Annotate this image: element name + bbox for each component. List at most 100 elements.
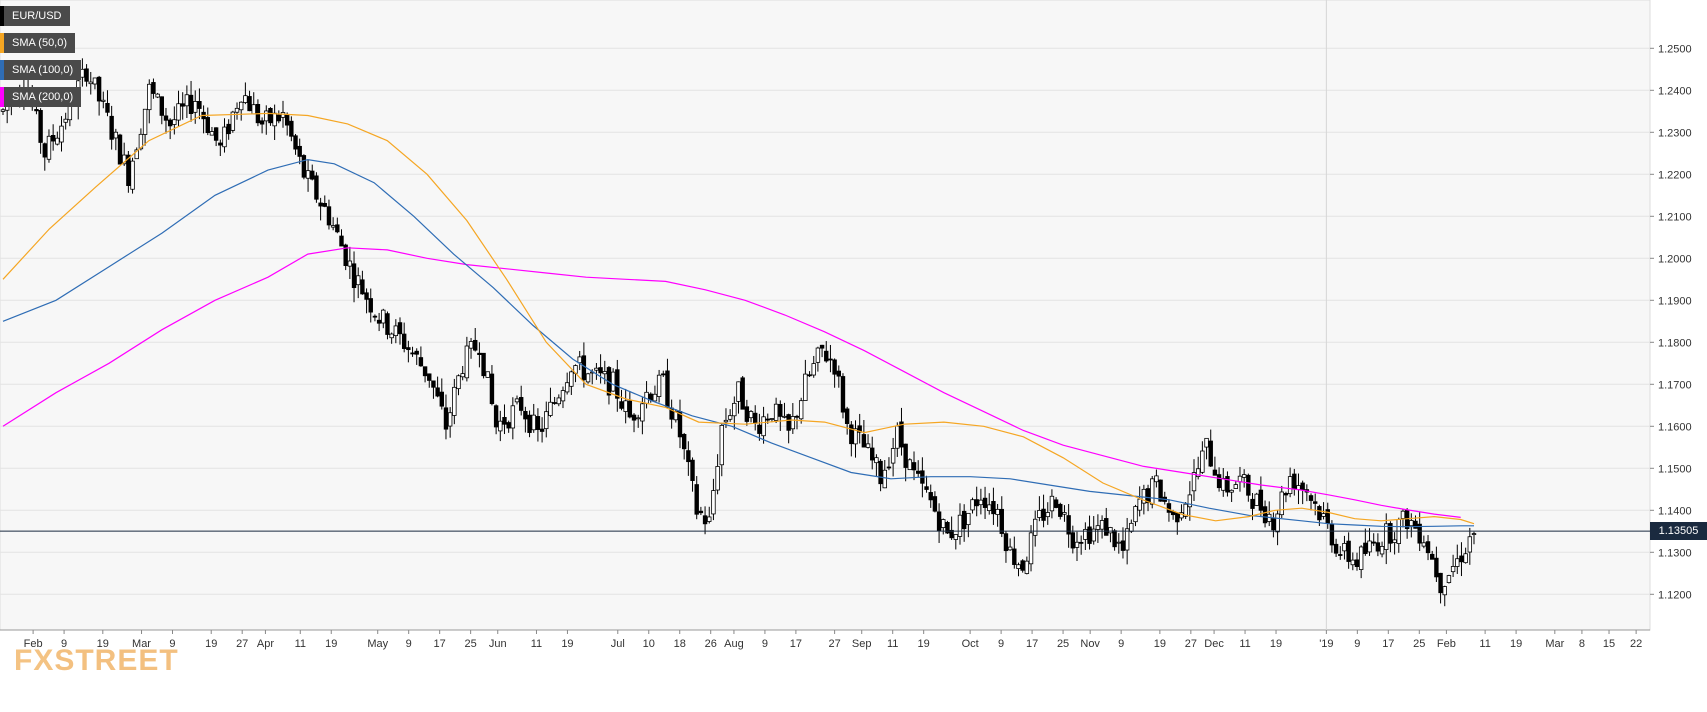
candle-up [769, 418, 775, 420]
candle-up [209, 131, 215, 136]
candle-down [1120, 540, 1126, 551]
candle-up [347, 260, 353, 267]
plot-area [0, 0, 1651, 631]
candle-up [272, 112, 277, 127]
candle-down [631, 414, 637, 421]
candle-down [1053, 499, 1059, 508]
candle-up [610, 371, 616, 392]
candle-up [1108, 527, 1113, 534]
x-tick-label: 9 [61, 638, 67, 650]
candle-up [1141, 488, 1147, 504]
candle-down [690, 459, 695, 481]
candle-down [518, 397, 524, 411]
candle-up [55, 137, 60, 145]
candle-down [339, 235, 344, 247]
sma100-line [2, 158, 1474, 528]
x-tick-label: 9 [169, 638, 175, 650]
candle-up [727, 415, 733, 420]
candle-up [1150, 478, 1155, 505]
y-tick-label: 1.1800 [1658, 337, 1692, 349]
candle-up [1229, 489, 1234, 493]
candle-up [585, 373, 591, 383]
candle-down [1112, 530, 1117, 548]
candle-up [1275, 513, 1280, 533]
candle-up [447, 412, 453, 427]
candle-up [748, 411, 754, 419]
candle-up [1095, 525, 1101, 530]
candle-up [773, 403, 779, 421]
candle-up [1463, 553, 1468, 564]
candle-up [652, 393, 658, 402]
candle-up [389, 333, 394, 339]
candle-up [113, 131, 119, 139]
candle-up [995, 508, 1000, 515]
candle-up [782, 415, 787, 418]
candle-down [581, 355, 587, 381]
candle-down [1070, 532, 1076, 549]
candle-down [1271, 517, 1276, 531]
candle-down [619, 401, 624, 409]
candle-down [661, 373, 666, 376]
legend-item-sma100: SMA (100,0) [0, 60, 82, 80]
candle-down [1166, 503, 1172, 513]
y-tick-label: 1.2500 [1658, 43, 1692, 55]
candle-down [615, 369, 620, 399]
candle-down [289, 120, 294, 137]
candle-up [92, 77, 98, 85]
y-tick-label: 1.2000 [1658, 253, 1692, 265]
candle-down [1003, 533, 1009, 552]
candle-down [351, 263, 357, 289]
candle-up [184, 94, 190, 107]
candle-up [1137, 498, 1142, 511]
candle-down [824, 350, 829, 362]
candle-down [828, 358, 833, 361]
x-tick-label: Dec [1204, 638, 1224, 650]
candle-down [886, 466, 892, 469]
candle-up [1287, 476, 1293, 495]
candle-down [932, 496, 938, 512]
candle-up [234, 107, 240, 113]
x-tick-label: 25 [1057, 638, 1069, 650]
candle-down [372, 315, 378, 318]
candle-up [711, 490, 716, 515]
candle-up [1133, 506, 1138, 523]
x-tick-label: 19 [1154, 638, 1166, 650]
candle-down [1175, 512, 1180, 523]
candle-down [949, 529, 954, 539]
x-tick-label: 19 [1270, 638, 1282, 650]
candle-up [381, 309, 386, 324]
candle-up [736, 381, 741, 402]
candle-up [1033, 518, 1038, 536]
candle-down [1216, 474, 1222, 489]
candle-up [544, 411, 549, 430]
candle-down [414, 350, 419, 355]
candle-up [460, 373, 465, 378]
candle-down [702, 515, 708, 525]
candle-down [268, 107, 273, 124]
candle-down [481, 352, 486, 377]
x-tick-label: Oct [962, 638, 979, 650]
candle-down [1012, 548, 1017, 565]
x-tick-label: 10 [643, 638, 655, 650]
candle-up [1254, 493, 1259, 506]
candle-up [330, 225, 336, 228]
candle-up [1367, 540, 1372, 553]
x-tick-label: 17 [790, 638, 802, 650]
candle-down [694, 484, 699, 515]
candle-down [861, 434, 867, 448]
candle-up [895, 425, 900, 449]
candle-up [1037, 510, 1042, 518]
x-tick-label: 22 [1630, 638, 1642, 650]
x-tick-label: 17 [1026, 638, 1038, 650]
candle-down [180, 103, 185, 107]
y-tick-label: 1.1300 [1658, 547, 1692, 559]
candle-down [598, 367, 603, 374]
candle-up [1187, 494, 1193, 508]
candle-down [911, 462, 917, 471]
candle-down [335, 224, 340, 233]
candle-down [301, 155, 307, 178]
candle-down [84, 68, 89, 82]
candle-up [1062, 512, 1067, 515]
candle-up [548, 401, 553, 416]
